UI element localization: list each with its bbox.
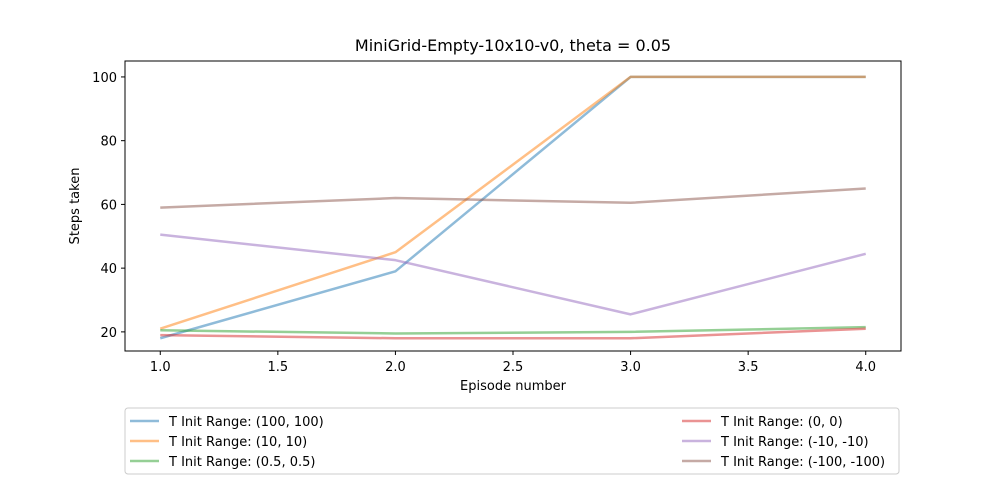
series-line-1 bbox=[159, 75, 866, 330]
x-tick-label: 4.0 bbox=[855, 360, 876, 375]
y-tick-label: 60 bbox=[100, 198, 117, 213]
legend-label-4: T Init Range: (-10, -10) bbox=[720, 435, 869, 450]
legend-label-0: T Init Range: (100, 100) bbox=[168, 415, 324, 430]
legend: T Init Range: (100, 100) T Init Range: (1… bbox=[124, 407, 900, 475]
legend-label-2: T Init Range: (0.5, 0.5) bbox=[168, 455, 315, 470]
y-tick-label: 20 bbox=[100, 326, 117, 341]
legend-box bbox=[124, 407, 900, 475]
series-line-4 bbox=[160, 233, 867, 316]
x-tick-label: 3.5 bbox=[738, 360, 759, 375]
legend-label-1: T Init Range: (10, 10) bbox=[168, 435, 307, 450]
x-tick-label: 2.5 bbox=[503, 360, 524, 375]
legend-label-5: T Init Range: (-100, -100) bbox=[720, 455, 885, 470]
y-axis-label: Steps taken bbox=[68, 168, 83, 245]
y-tick-label: 80 bbox=[100, 135, 117, 150]
series-line-3 bbox=[160, 327, 866, 340]
plot-frame bbox=[124, 60, 902, 352]
series-line-0 bbox=[159, 75, 866, 340]
series-layer bbox=[159, 75, 867, 340]
chart-title: MiniGrid-Empty-10x10-v0, theta = 0.05 bbox=[355, 36, 671, 55]
x-tick-label: 1.0 bbox=[150, 360, 171, 375]
y-tick-label: 100 bbox=[92, 71, 117, 86]
x-tick-label: 3.0 bbox=[620, 360, 641, 375]
x-tick-label: 2.0 bbox=[385, 360, 406, 375]
x-axis-label: Episode number bbox=[460, 379, 567, 394]
y-axis: 20 40 60 80 100 bbox=[92, 71, 125, 341]
x-axis: 1.0 1.5 2.0 2.5 3.0 3.5 4.0 bbox=[150, 351, 876, 375]
series-line-2 bbox=[160, 325, 866, 335]
legend-label-3: T Init Range: (0, 0) bbox=[720, 415, 843, 430]
series-line-5 bbox=[160, 187, 866, 209]
y-tick-label: 40 bbox=[100, 262, 117, 277]
x-tick-label: 1.5 bbox=[268, 360, 289, 375]
